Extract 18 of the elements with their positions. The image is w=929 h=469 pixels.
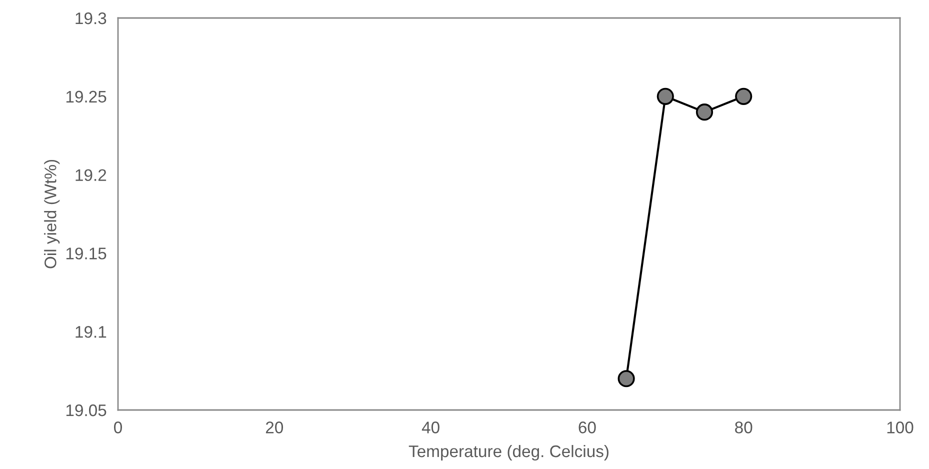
- x-tick-label: 20: [266, 422, 284, 434]
- point: [656, 88, 674, 105]
- x-tick-label: 80: [735, 422, 752, 434]
- y-tick-label: 19.1: [76, 326, 106, 338]
- x-tick-label: 100: [887, 422, 914, 434]
- x-tick-label: 60: [578, 422, 596, 434]
- point: [618, 370, 635, 388]
- y-tick-label: 19.25: [66, 90, 106, 103]
- x-axis-title: Temperature (deg. Celcius): [408, 444, 608, 461]
- x-tick-label: 0: [114, 422, 122, 434]
- y-axis-title: Oil yield (Wt%): [44, 160, 60, 268]
- y-tick-label: 19.2: [76, 169, 106, 182]
- y-tick-label: 19.15: [66, 248, 106, 260]
- point: [696, 104, 714, 121]
- point: [735, 88, 752, 105]
- y-tick-label: 19.3: [76, 12, 106, 24]
- y-tick-label: 19.05: [66, 404, 106, 416]
- x-tick-label: 40: [422, 422, 440, 434]
